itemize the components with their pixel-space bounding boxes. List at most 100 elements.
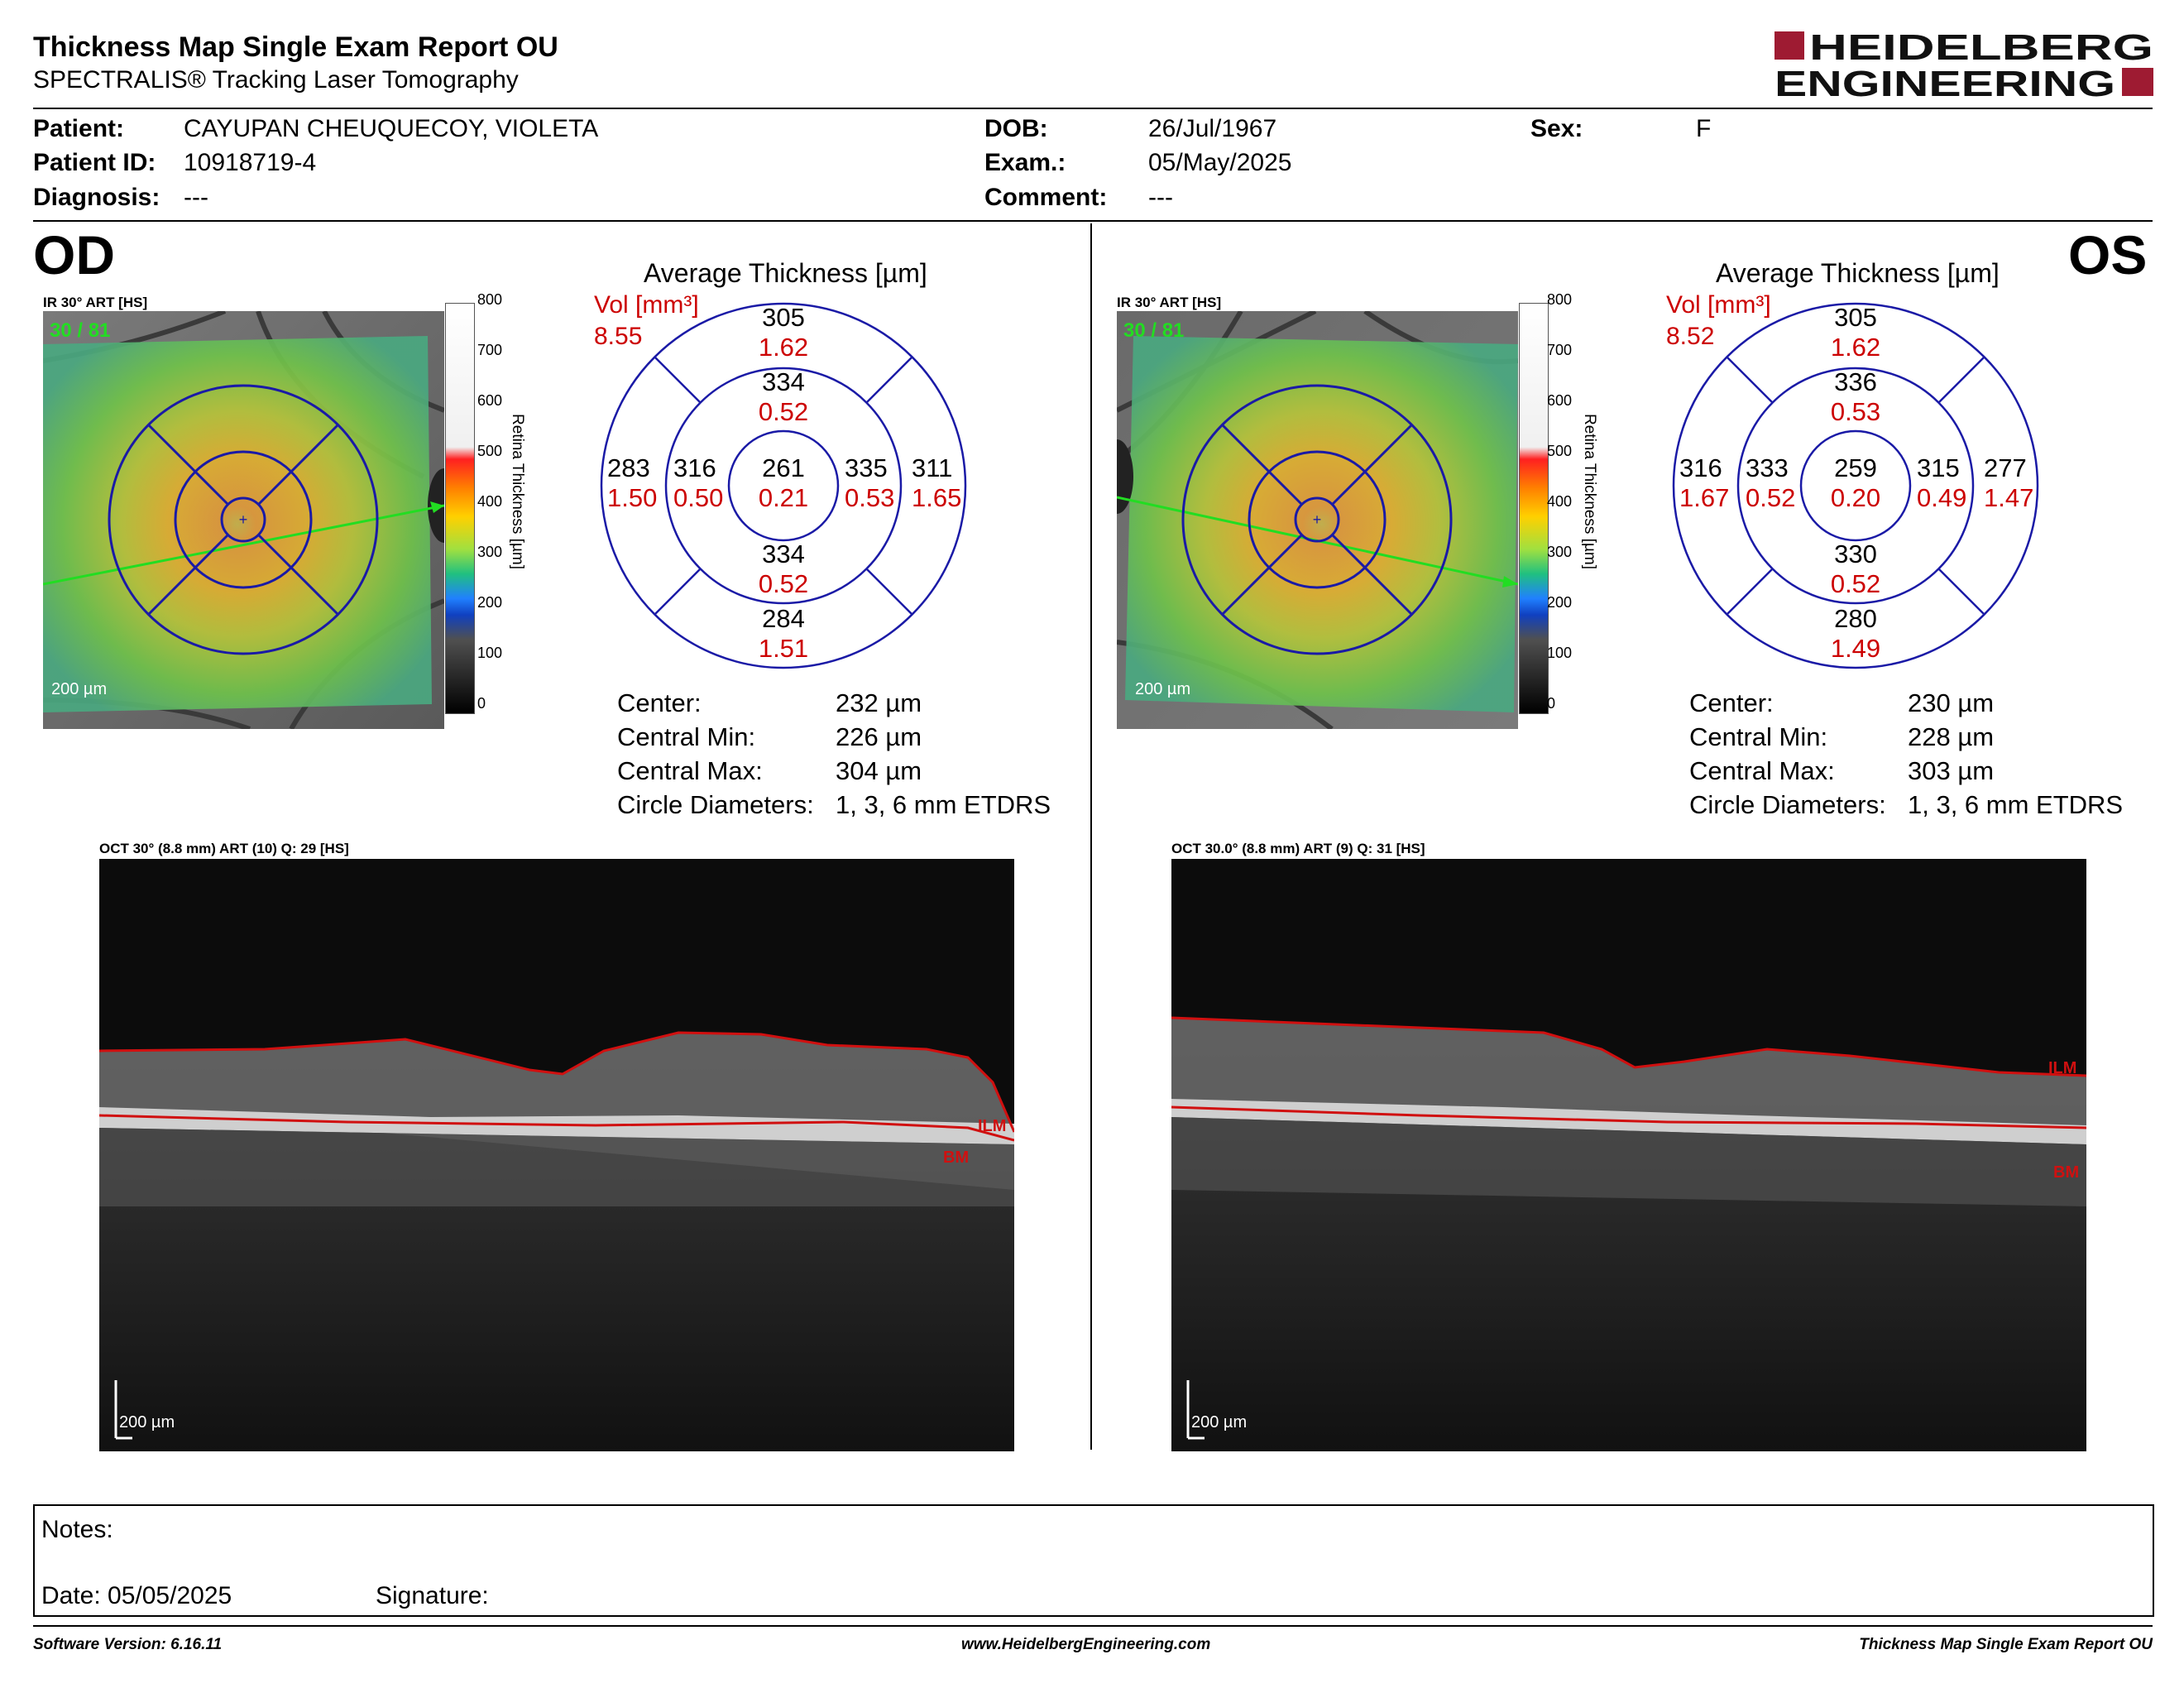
svg-text:+: + <box>1313 511 1322 528</box>
os-bm-label: BM <box>2053 1163 2080 1182</box>
os-tick-600: 600 <box>1547 392 1573 409</box>
os-outer-right-thickness: 277 <box>1984 453 2027 482</box>
patient-name: CAYUPAN CHEUQUECOY, VIOLETA <box>184 115 599 142</box>
notes-box[interactable]: Notes: Date: 05/05/2025 Signature: <box>33 1504 2154 1617</box>
os-outer-inf-thickness: 280 <box>1834 604 1877 633</box>
od-oct-scale: 200 µm <box>119 1413 175 1431</box>
diagnosis-value: --- <box>184 184 208 211</box>
os-tick-800: 800 <box>1547 291 1573 308</box>
signature-label: Signature: <box>376 1582 489 1609</box>
os-outer-left-volume: 1.67 <box>1679 483 1730 512</box>
exam-value: 05/May/2025 <box>1148 149 1292 176</box>
os-min-label: Central Min: <box>1689 722 1828 751</box>
os-outer-sup-volume: 1.62 <box>1830 333 1881 362</box>
os-frame-count: 30 / 81 <box>1123 319 1185 342</box>
os-center-thickness: 259 <box>1834 453 1877 482</box>
os-outer-sup-thickness: 305 <box>1834 303 1877 332</box>
svg-text:+: + <box>239 511 248 528</box>
os-eye-label: OS <box>2068 224 2148 285</box>
footer-divider <box>33 1625 2153 1627</box>
footer-report-name: Thickness Map Single Exam Report OU <box>1859 1636 2153 1653</box>
od-outer-right-thickness: 311 <box>912 453 953 482</box>
os-inner-sup-volume: 0.53 <box>1830 397 1881 426</box>
od-inner-inf-volume: 0.52 <box>758 569 809 598</box>
website-link[interactable]: www.HeidelbergEngineering.com <box>961 1636 1211 1653</box>
os-tick-0: 0 <box>1547 695 1556 712</box>
od-oct-caption: OCT 30° (8.8 mm) ART (10) Q: 29 [HS] <box>99 841 349 856</box>
heidelberg-logo: HEIDELBERG ENGINEERING <box>1774 27 2155 104</box>
os-inner-left-thickness: 333 <box>1746 453 1789 482</box>
od-max-value: 304 µm <box>836 756 922 785</box>
od-max-label: Central Max: <box>617 756 763 785</box>
od-oct-bscan <box>99 859 1014 1451</box>
os-outer-left-thickness: 316 <box>1679 453 1722 482</box>
od-center-thickness: 261 <box>762 453 805 482</box>
os-tick-500: 500 <box>1547 443 1573 459</box>
od-inner-right-thickness: 335 <box>845 453 888 482</box>
os-inner-right-thickness: 315 <box>1917 453 1960 482</box>
os-oct-scale: 200 µm <box>1191 1413 1248 1431</box>
sex-label: Sex: <box>1530 115 1583 142</box>
patient-id-label: Patient ID: <box>33 149 156 176</box>
software-version: Software Version: 6.16.11 <box>33 1636 223 1653</box>
od-fundus-scale: 200 µm <box>51 680 108 698</box>
od-vol-label: Vol [mm³] <box>594 291 699 319</box>
os-fundus-scale: 200 µm <box>1135 680 1191 698</box>
os-tick-200: 200 <box>1547 594 1573 611</box>
od-eye-label: OD <box>33 224 115 285</box>
os-inner-right-volume: 0.49 <box>1917 483 1967 512</box>
od-thickness-scale <box>445 303 475 714</box>
date-label: Date: 05/05/2025 <box>41 1582 232 1609</box>
od-vol-total: 8.55 <box>594 323 643 350</box>
diagnosis-label: Diagnosis: <box>33 184 160 211</box>
od-inner-right-volume: 0.53 <box>845 483 895 512</box>
os-inner-sup-thickness: 336 <box>1834 367 1877 396</box>
od-inner-left-thickness: 316 <box>673 453 716 482</box>
od-frame-count: 30 / 81 <box>50 319 111 342</box>
os-max-value: 303 µm <box>1908 756 1995 785</box>
od-min-label: Central Min: <box>617 722 756 751</box>
report-subtitle: SPECTRALIS® Tracking Laser Tomography <box>33 66 519 94</box>
od-inner-sup-volume: 0.52 <box>758 397 809 426</box>
od-avg-title: Average Thickness [µm] <box>644 258 927 288</box>
report-title: Thickness Map Single Exam Report OU <box>33 31 558 63</box>
od-etdrs-overlay: + <box>108 384 379 655</box>
os-outer-right-volume: 1.47 <box>1984 483 2034 512</box>
od-tick-400: 400 <box>477 493 503 510</box>
od-center-label: Center: <box>617 688 702 717</box>
os-tick-400: 400 <box>1547 493 1573 510</box>
os-center-volume: 0.20 <box>1830 483 1881 512</box>
os-max-label: Central Max: <box>1689 756 1835 785</box>
os-vol-total: 8.52 <box>1666 323 1715 350</box>
od-tick-300: 300 <box>477 544 503 560</box>
patient-id: 10918719-4 <box>184 149 317 176</box>
od-inner-sup-thickness: 334 <box>762 367 805 396</box>
os-vol-label: Vol [mm³] <box>1666 291 1771 319</box>
od-tick-800: 800 <box>477 291 503 308</box>
od-tick-700: 700 <box>477 342 503 358</box>
od-outer-inf-volume: 1.51 <box>758 634 809 663</box>
os-inner-left-volume: 0.52 <box>1746 483 1796 512</box>
od-outer-sup-thickness: 305 <box>762 303 805 332</box>
os-etdrs-overlay: + <box>1181 384 1453 655</box>
notes-label: Notes: <box>41 1516 113 1543</box>
os-center-value: 230 µm <box>1908 688 1995 717</box>
header-divider <box>33 108 2153 109</box>
od-outer-inf-thickness: 284 <box>762 604 805 633</box>
svg-text:ENGINEERING: ENGINEERING <box>1774 64 2115 101</box>
od-tick-0: 0 <box>477 695 486 712</box>
os-tick-700: 700 <box>1547 342 1573 358</box>
od-scale-title: Retina Thickness [µm] <box>509 414 526 569</box>
os-center-label: Center: <box>1689 688 1774 717</box>
os-thickness-scale <box>1519 303 1549 714</box>
os-ilm-label: ILM <box>2048 1059 2077 1077</box>
exam-label: Exam.: <box>984 149 1066 176</box>
od-diam-label: Circle Diameters: <box>617 790 814 819</box>
svg-text:HEIDELBERG: HEIDELBERG <box>1809 30 2153 68</box>
os-oct-caption: OCT 30.0° (8.8 mm) ART (9) Q: 31 [HS] <box>1171 841 1425 856</box>
od-inner-inf-thickness: 334 <box>762 539 805 568</box>
patient-label: Patient: <box>33 115 125 142</box>
os-tick-300: 300 <box>1547 544 1573 560</box>
od-bm-label: BM <box>943 1149 970 1167</box>
os-diam-value: 1, 3, 6 mm ETDRS <box>1908 790 2124 819</box>
